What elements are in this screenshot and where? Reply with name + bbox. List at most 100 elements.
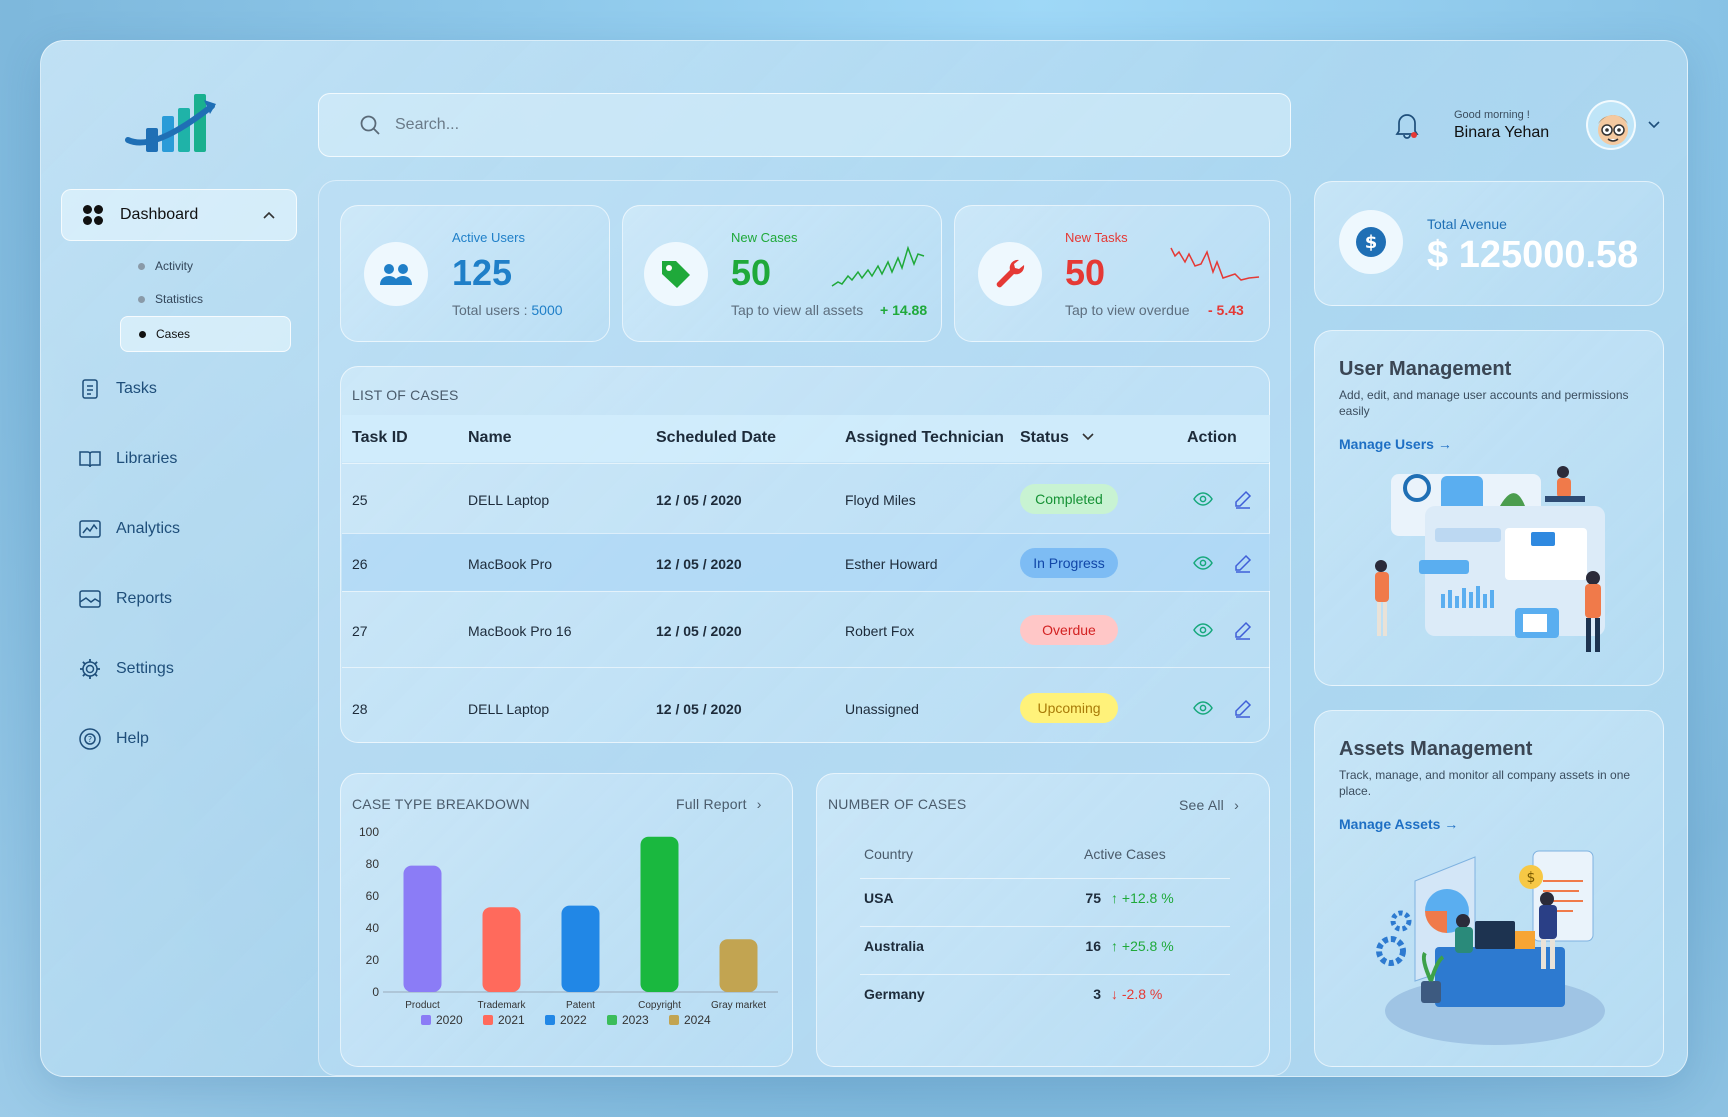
sidebar-item-libraries[interactable]: Libraries: [78, 447, 177, 471]
table-row[interactable]: 27 MacBook Pro 16 12 / 05 / 2020 Robert …: [342, 591, 1270, 667]
edit-icon[interactable]: [1233, 553, 1253, 573]
app-logo: [125, 94, 216, 152]
y-tick-label: 100: [359, 825, 379, 839]
avatar-face-icon: [1598, 115, 1628, 145]
bell-icon[interactable]: [1394, 111, 1420, 139]
cases-table-title: LIST OF CASES: [352, 387, 459, 403]
y-tick-label: 60: [366, 889, 380, 903]
country-name: USA: [864, 890, 894, 906]
dashboard-icon: [83, 205, 103, 225]
table-row[interactable]: 25 DELL Laptop 12 / 05 / 2020 Floyd Mile…: [342, 463, 1270, 533]
manage-users-link[interactable]: Manage Users →: [1339, 436, 1452, 452]
active-users-value: 125: [452, 252, 513, 293]
sidebar-item-analytics[interactable]: Analytics: [78, 517, 180, 541]
users-icon: [364, 242, 428, 306]
col-technician[interactable]: Assigned Technician: [845, 429, 1004, 446]
sidebar-item-tasks[interactable]: Tasks: [78, 377, 157, 401]
case-change: ↑ +25.8 %: [1111, 938, 1174, 954]
case-breakdown-title: CASE TYPE BREAKDOWN: [352, 796, 530, 812]
user-management-illustration: [1375, 466, 1605, 652]
tasks-icon: [82, 379, 98, 399]
user-management-desc: Add, edit, and manage user accounts and …: [1339, 388, 1629, 418]
sidebar-dashboard[interactable]: Dashboard: [61, 189, 297, 241]
sidebar-sub-statistics[interactable]: Statistics: [138, 292, 203, 306]
active-users-card[interactable]: Active Users 125 Total users : 5000: [340, 205, 610, 342]
see-all-link[interactable]: See All ›: [1179, 797, 1239, 813]
avatar[interactable]: [1586, 100, 1636, 150]
assets-management-desc: Track, manage, and monitor all company a…: [1339, 768, 1631, 798]
sidebar-sub-activity[interactable]: Activity: [138, 259, 193, 273]
search-input[interactable]: Search...: [395, 116, 460, 133]
col-task-id[interactable]: Task ID: [352, 429, 408, 446]
edit-icon[interactable]: [1233, 620, 1253, 640]
total-avenue-title: Total Avenue: [1427, 216, 1507, 232]
new-cases-sub: Tap to view all assets: [731, 302, 864, 318]
y-tick-label: 40: [366, 921, 380, 935]
chevron-up-icon[interactable]: [262, 210, 276, 220]
case-change: ↓ -2.8 %: [1111, 986, 1163, 1002]
view-icon[interactable]: [1193, 489, 1213, 509]
legend-swatch: [607, 1015, 617, 1025]
assets-management-title: Assets Management: [1339, 738, 1533, 760]
user-name: Binara Yehan: [1454, 124, 1550, 141]
svg-text:$: $: [1527, 870, 1536, 886]
new-cases-sparkline: [831, 245, 925, 287]
total-avenue-card[interactable]: $ Total Avenue $ 125000.58: [1314, 181, 1664, 306]
col-name[interactable]: Name: [468, 429, 512, 446]
status-chevron-icon: [1082, 433, 1094, 441]
bar: [561, 905, 600, 992]
book-icon: [79, 451, 101, 468]
gear-icon: [80, 659, 100, 679]
help-icon: ?: [79, 728, 101, 750]
case-count: 3: [1093, 986, 1101, 1002]
edit-icon[interactable]: [1233, 489, 1253, 509]
sidebar-item-reports[interactable]: Reports: [78, 587, 172, 611]
legend-label: 2020: [436, 1013, 463, 1027]
sidebar-item-settings[interactable]: Settings: [78, 657, 174, 681]
wrench-icon: [978, 242, 1042, 306]
new-tasks-title: New Tasks: [1065, 230, 1128, 245]
search-bar[interactable]: Search...: [318, 93, 1291, 157]
chevron-down-icon[interactable]: [1647, 120, 1661, 130]
view-icon[interactable]: [1193, 620, 1213, 640]
new-tasks-sub: Tap to view overdue: [1065, 302, 1190, 318]
table-row[interactable]: 28 DELL Laptop 12 / 05 / 2020 Unassigned…: [342, 667, 1270, 743]
user-management-title: User Management: [1339, 358, 1512, 380]
sidebar-item-help[interactable]: ? Help: [78, 727, 149, 751]
country-name: Germany: [864, 986, 925, 1002]
manage-assets-link[interactable]: Manage Assets →: [1339, 816, 1459, 832]
number-of-cases-title: NUMBER OF CASES: [828, 796, 967, 812]
country-name: Australia: [864, 938, 924, 954]
cases-table-card: LIST OF CASES Task ID Name Scheduled Dat…: [340, 366, 1270, 743]
legend-label: 2023: [622, 1013, 649, 1027]
full-report-link[interactable]: Full Report ›: [676, 796, 762, 812]
table-header: Task ID Name Scheduled Date Assigned Tec…: [342, 415, 1270, 462]
new-cases-card[interactable]: New Cases 50 Tap to view all assets + 14…: [622, 205, 942, 342]
status-badge: Upcoming: [1020, 693, 1118, 723]
col-status[interactable]: Status: [1020, 429, 1095, 447]
status-badge: In Progress: [1020, 548, 1118, 578]
sidebar-sub-cases[interactable]: Cases: [120, 316, 291, 352]
col-date[interactable]: Scheduled Date: [656, 429, 777, 446]
new-tasks-card[interactable]: New Tasks 50 Tap to view overdue - 5.43: [954, 205, 1270, 342]
view-icon[interactable]: [1193, 553, 1213, 573]
case-count: 16: [1085, 938, 1101, 954]
case-count: 75: [1085, 890, 1101, 906]
col-active-cases: Active Cases: [1084, 846, 1166, 862]
view-icon[interactable]: [1193, 698, 1213, 718]
legend-label: 2024: [684, 1013, 711, 1027]
edit-icon[interactable]: [1233, 698, 1253, 718]
col-action: Action: [1187, 429, 1237, 446]
y-tick-label: 80: [366, 857, 380, 871]
dashboard-label: Dashboard: [120, 206, 199, 223]
legend-swatch: [483, 1015, 493, 1025]
svg-text:?: ?: [88, 735, 92, 744]
greeting-text: Good morning !: [1454, 109, 1530, 121]
new-cases-title: New Cases: [731, 230, 798, 245]
x-tick-label: Trademark: [478, 1000, 527, 1011]
new-cases-delta: + 14.88: [880, 302, 928, 318]
tag-icon: [644, 242, 708, 306]
table-row[interactable]: 26 MacBook Pro 12 / 05 / 2020 Esther How…: [342, 533, 1270, 591]
new-tasks-value: 50: [1065, 252, 1106, 293]
case-change: ↑ +12.8 %: [1111, 890, 1174, 906]
